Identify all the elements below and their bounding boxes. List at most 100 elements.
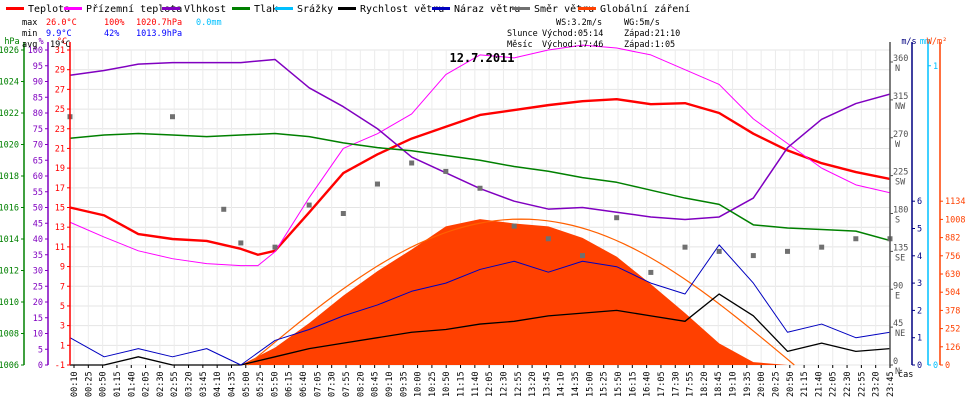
x-tick-label: 15:00 bbox=[585, 371, 595, 397]
dir-tick-degrees: 45 bbox=[893, 319, 903, 329]
wm2-tick-label: 0 bbox=[945, 361, 950, 371]
x-tick-label: 12:55 bbox=[514, 371, 524, 397]
hpa-tick-label: 1024 bbox=[0, 78, 19, 88]
stats-value: 9.9°C bbox=[46, 29, 72, 39]
x-tick-label: 09:10 bbox=[385, 371, 395, 397]
x-tick-label: 15:25 bbox=[600, 371, 610, 397]
pct-tick-label: 55 bbox=[33, 188, 43, 198]
wind-direction-point bbox=[221, 206, 227, 212]
legend-swatch bbox=[578, 7, 596, 10]
degc-tick-label: 27 bbox=[55, 85, 65, 95]
legend-label: Vlhkost bbox=[184, 4, 226, 15]
x-tick-label: 00:25 bbox=[84, 371, 94, 397]
wind-direction-point bbox=[853, 236, 859, 242]
dir-tick-degrees: 90 bbox=[893, 281, 903, 291]
wind-direction-point bbox=[340, 211, 346, 216]
info-text: Měsíc bbox=[507, 40, 533, 50]
x-tick-label: 13:45 bbox=[542, 371, 552, 397]
legend-swatch bbox=[162, 7, 180, 10]
dir-tick-degrees: 225 bbox=[893, 168, 908, 178]
wm2-axis-unit: W/m² bbox=[927, 37, 947, 47]
x-tick-label: 03:20 bbox=[185, 371, 195, 397]
x-tick-label: 20:00 bbox=[757, 371, 767, 397]
x-tick-label: 02:55 bbox=[170, 371, 180, 397]
x-tick-label: 11:40 bbox=[471, 371, 481, 397]
wm2-tick-label: 126 bbox=[945, 343, 960, 353]
x-tick-label: 16:40 bbox=[643, 371, 653, 397]
dir-tick-degrees: 180 bbox=[893, 206, 908, 216]
x-tick-label: 23:45 bbox=[886, 371, 896, 397]
pct-tick-label: 45 bbox=[33, 219, 43, 229]
degc-tick-label: 29 bbox=[55, 66, 65, 76]
legend-swatch bbox=[338, 7, 356, 10]
pct-tick-label: 5 bbox=[38, 345, 43, 355]
hpa-tick-label: 1008 bbox=[0, 330, 19, 340]
series-line bbox=[69, 44, 891, 267]
pct-tick-label: 95 bbox=[33, 62, 43, 72]
stats-value: 0.0mm bbox=[196, 18, 222, 28]
legend-label: Srážky bbox=[297, 3, 333, 15]
x-tick-label: 12:05 bbox=[485, 371, 495, 397]
wind-direction-point bbox=[682, 244, 688, 250]
hpa-tick-label: 1016 bbox=[0, 204, 19, 214]
wm2-tick-label: 756 bbox=[945, 252, 960, 262]
x-tick-label: 22:30 bbox=[843, 371, 853, 397]
hpa-tick-label: 1018 bbox=[0, 172, 19, 182]
wm2-tick-label: 1008 bbox=[945, 215, 965, 225]
chart-title: 12.7.2011 bbox=[449, 51, 514, 65]
x-tick-label: 08:20 bbox=[356, 371, 366, 397]
dir-tick-compass: SE bbox=[895, 253, 905, 263]
wind-direction-point bbox=[580, 253, 585, 259]
x-tick-label: 04:10 bbox=[213, 371, 223, 397]
mm-tick-label: 0 bbox=[933, 361, 938, 371]
hpa-tick-label: 1022 bbox=[0, 109, 19, 119]
x-tick-label: 15:50 bbox=[614, 371, 624, 397]
series-line bbox=[70, 293, 891, 366]
x-tick-label: 00:50 bbox=[99, 371, 109, 397]
x-tick-label: 21:40 bbox=[814, 371, 824, 397]
x-tick-label: 10:00 bbox=[414, 371, 424, 397]
x-tick-label: 09:35 bbox=[399, 371, 409, 397]
ms-tick-label: 4 bbox=[917, 252, 922, 262]
degc-tick-label: 17 bbox=[55, 184, 65, 194]
hpa-tick-label: 1010 bbox=[0, 298, 19, 308]
degc-tick-label: 15 bbox=[55, 204, 65, 214]
info-text: Slunce bbox=[507, 29, 538, 39]
legend-swatch bbox=[432, 7, 450, 10]
series-line bbox=[69, 132, 891, 242]
ms-tick-label: 0 bbox=[917, 361, 922, 371]
stats-value: 19°C bbox=[50, 40, 70, 50]
info-text: Západ:21:10 bbox=[624, 29, 680, 39]
wm2-tick-label: 630 bbox=[945, 270, 960, 280]
pct-tick-label: 15 bbox=[33, 314, 43, 324]
x-tick-label: 02:30 bbox=[156, 371, 166, 397]
x-tick-label: 16:15 bbox=[628, 371, 638, 397]
pct-tick-label: 35 bbox=[33, 251, 43, 261]
legend-swatch bbox=[6, 7, 24, 10]
degc-axis-unit: °C bbox=[57, 37, 67, 47]
wind-direction-point bbox=[238, 240, 244, 246]
wind-direction-point bbox=[375, 181, 380, 187]
info-text: WG:5m/s bbox=[624, 18, 660, 28]
info-text: Západ:1:05 bbox=[624, 40, 675, 50]
dir-tick-compass: E bbox=[895, 291, 900, 301]
legend-swatch bbox=[275, 7, 293, 10]
legend-label: Rychlost větru bbox=[360, 3, 444, 15]
legend-label: Teplota bbox=[28, 4, 70, 15]
x-tick-label: 07:55 bbox=[342, 371, 352, 397]
x-tick-label: 03:45 bbox=[199, 371, 209, 397]
degc-tick-label: 3 bbox=[60, 322, 65, 332]
pct-tick-label: 60 bbox=[33, 172, 43, 182]
x-tick-label: 22:55 bbox=[857, 371, 867, 397]
pct-tick-label: 85 bbox=[33, 93, 43, 103]
ms-tick-label: 5 bbox=[917, 225, 922, 235]
degc-tick-label: 25 bbox=[55, 105, 65, 115]
wind-direction-point bbox=[170, 114, 175, 120]
stats-value: 1020.7hPa bbox=[136, 18, 182, 28]
x-tick-label: 10:25 bbox=[428, 371, 438, 397]
degc-tick-label: 31 bbox=[55, 46, 65, 56]
x-tick-label: 23:20 bbox=[872, 371, 882, 397]
legend-swatch bbox=[512, 7, 530, 10]
x-tick-label: 00:10 bbox=[70, 371, 80, 397]
